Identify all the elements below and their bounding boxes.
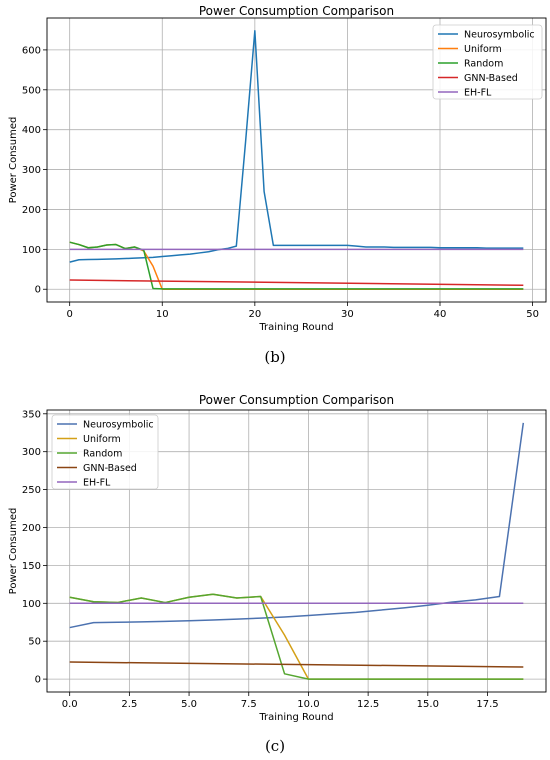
y-tick-label: 600 (22, 45, 41, 56)
x-tick-label: 15.0 (417, 699, 439, 710)
x-tick-label: 0.0 (62, 699, 78, 710)
panel-label: (c) (265, 737, 285, 755)
y-tick-label: 100 (22, 599, 41, 610)
y-tick-label: 0 (35, 285, 41, 296)
x-tick-label: 17.5 (476, 699, 498, 710)
y-tick-label: 200 (22, 523, 41, 534)
y-axis-label: Power Consumed (8, 508, 19, 595)
legend: Neurosymbolic Uniform Random GNN-Based EH-FL (51, 414, 159, 490)
x-tick-label: 30 (341, 309, 354, 320)
y-tick-label: 350 (22, 409, 41, 420)
x-tick-label: 10 (156, 309, 169, 320)
y-tick-label: 100 (22, 245, 41, 256)
y-tick-label: 500 (22, 85, 41, 96)
series-line-gnn-based (69, 279, 524, 286)
y-tick-label: 250 (22, 485, 41, 496)
x-tick-label: 12.5 (357, 699, 379, 710)
legend-label: GNN-Based (464, 73, 518, 84)
legend-box (51, 414, 159, 490)
y-tick-label: 300 (22, 165, 41, 176)
y-tick-label: 150 (22, 561, 41, 572)
legend: Neurosymbolic Uniform Random GNN-Based EH-FL (432, 24, 543, 100)
legend-label: GNN-Based (83, 463, 137, 474)
x-axis-label: Training Round (258, 712, 333, 723)
legend-label: EH-FL (464, 88, 492, 99)
legend-label: Random (464, 59, 503, 70)
series-group (69, 422, 525, 680)
chart-title: Power Consumption Comparison (199, 393, 394, 407)
x-tick-label: 0 (66, 309, 72, 320)
x-tick-label: 50 (526, 309, 539, 320)
legend-label: Neurosymbolic (83, 420, 154, 431)
y-tick-label: 300 (22, 447, 41, 458)
y-tick-label: 0 (35, 675, 41, 686)
legend-label: Uniform (464, 44, 502, 55)
x-tick-label: 5.0 (181, 699, 197, 710)
y-tick-label: 400 (22, 125, 41, 136)
plot-frame (46, 409, 547, 693)
x-tick-label: 10.0 (297, 699, 319, 710)
chart-title: Power Consumption Comparison (199, 4, 394, 18)
series-line-gnn-based (69, 661, 524, 668)
y-tick-label: 200 (22, 205, 41, 216)
legend-label: Uniform (83, 434, 121, 445)
panel-label: (b) (264, 348, 285, 366)
x-axis-label: Training Round (258, 322, 333, 333)
x-tick-label: 20 (248, 309, 261, 320)
series-group (69, 30, 524, 290)
plot-frame (46, 17, 547, 303)
legend-label: EH-FL (83, 478, 111, 489)
legend-box (432, 24, 543, 100)
x-tick-label: 7.5 (241, 699, 257, 710)
legend-label: Neurosymbolic (464, 30, 535, 41)
x-tick-label: 2.5 (121, 699, 137, 710)
legend-label: Random (83, 449, 122, 460)
series-line-random (69, 593, 524, 680)
y-axis-label: Power Consumed (8, 117, 19, 204)
chart-panel-2: 0.0 2.5 5.0 7.5 10.0 12.5 15.0 17.5 0 50 100 150 200… (8, 393, 547, 755)
x-tick-label: 40 (434, 309, 447, 320)
y-tick-label: 50 (28, 637, 41, 648)
series-line-random (69, 241, 524, 290)
